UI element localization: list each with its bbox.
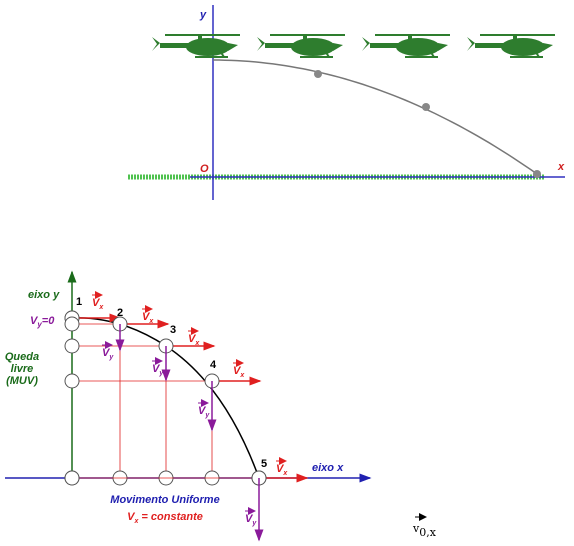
ball bbox=[64, 316, 80, 332]
symbol: V bbox=[198, 405, 207, 417]
vector-label: Vy bbox=[152, 363, 164, 377]
suffix: =0 bbox=[42, 315, 55, 327]
subscript: 0,x bbox=[419, 526, 436, 539]
vector-label: Vy bbox=[198, 405, 210, 419]
point-number: 3 bbox=[170, 324, 176, 336]
ball bbox=[64, 338, 80, 354]
helicopter bbox=[361, 34, 451, 58]
y-axis-label: y bbox=[199, 9, 207, 21]
symbol: V bbox=[30, 315, 39, 327]
subscript: x bbox=[239, 372, 245, 379]
free-fall-line: (MUV) bbox=[6, 375, 38, 387]
subscript: x bbox=[98, 304, 104, 311]
origin-label: O bbox=[200, 163, 209, 175]
symbol: V bbox=[152, 363, 161, 375]
point-number: 2 bbox=[117, 307, 123, 319]
x-axis-label: x bbox=[557, 161, 565, 173]
subscript: y bbox=[251, 520, 257, 527]
helicopter bbox=[151, 34, 241, 58]
eixo-x-label: eixo x bbox=[312, 462, 344, 474]
point-number: 1 bbox=[76, 296, 82, 308]
subscript: x bbox=[194, 340, 200, 347]
symbol: V bbox=[92, 297, 101, 309]
vector-label: Vx bbox=[276, 463, 288, 477]
helicopter bbox=[256, 34, 346, 58]
symbol: V bbox=[245, 513, 254, 525]
formula: v0,x bbox=[412, 522, 437, 539]
ball bbox=[64, 470, 80, 486]
subscript: y bbox=[36, 320, 42, 329]
vx-constant-label: Vx = constante bbox=[127, 511, 203, 525]
vy-zero-label: Vy=0 bbox=[30, 315, 55, 329]
eixo-y-label: eixo y bbox=[28, 289, 60, 301]
vector-label: Vx bbox=[233, 365, 245, 379]
uniform-motion-label: Movimento Uniforme bbox=[110, 494, 219, 506]
suffix: = constante bbox=[138, 511, 203, 523]
subscript: y bbox=[204, 412, 210, 419]
ball bbox=[64, 373, 80, 389]
trajectory-point bbox=[422, 103, 430, 111]
symbol: V bbox=[127, 511, 136, 523]
trajectory-point bbox=[533, 170, 541, 178]
free-fall-line: Queda bbox=[5, 351, 39, 363]
free-fall-line: livre bbox=[11, 363, 34, 375]
symbol: v bbox=[412, 522, 420, 535]
trajectory-point bbox=[314, 70, 322, 78]
point-number: 4 bbox=[210, 359, 217, 371]
vector-label: Vx bbox=[92, 297, 104, 311]
top-diagram: y O x bbox=[128, 5, 565, 200]
subscript: x bbox=[133, 518, 139, 525]
point-number: 5 bbox=[261, 458, 267, 470]
bottom-diagram: eixo y eixo x Vy=0 Queda livre (MUV) Mov… bbox=[5, 270, 372, 542]
symbol: V bbox=[142, 311, 151, 323]
subscript: y bbox=[158, 370, 164, 377]
vector-label: Vy bbox=[245, 513, 257, 527]
vector-label: Vx bbox=[188, 333, 200, 347]
trajectory bbox=[213, 59, 538, 175]
vector-label: Vy bbox=[102, 347, 114, 361]
symbol: V bbox=[233, 365, 242, 377]
subscript: x bbox=[148, 318, 154, 325]
symbol: V bbox=[188, 333, 197, 345]
vector-label: Vx bbox=[142, 311, 154, 325]
helicopter bbox=[466, 34, 556, 58]
symbol: V bbox=[276, 463, 285, 475]
symbol: V bbox=[102, 347, 111, 359]
subscript: y bbox=[108, 354, 114, 361]
subscript: x bbox=[282, 470, 288, 477]
